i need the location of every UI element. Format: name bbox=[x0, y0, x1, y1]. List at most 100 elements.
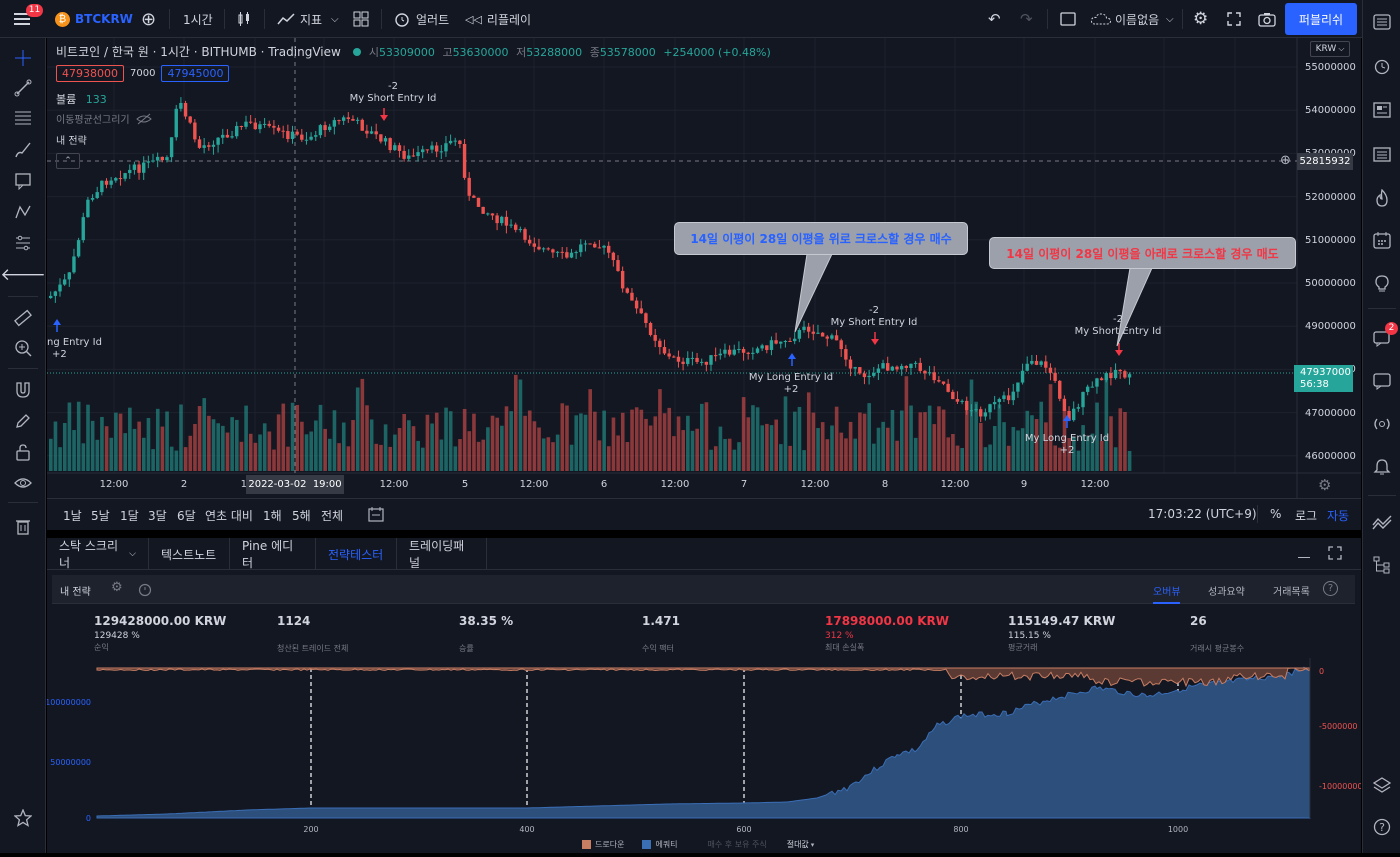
star-favorites-icon[interactable] bbox=[11, 806, 35, 830]
compare-add-icon[interactable]: ⊕ bbox=[141, 8, 157, 30]
settings-gear-icon[interactable]: ⚙ bbox=[1193, 9, 1209, 29]
notification-bell-icon[interactable] bbox=[1370, 455, 1394, 479]
drawdown-legend-label[interactable]: 드로다운 bbox=[595, 840, 625, 849]
news-icon[interactable] bbox=[1370, 98, 1394, 122]
trend-line-icon[interactable] bbox=[11, 76, 35, 100]
undo-icon[interactable]: ↶ bbox=[988, 10, 1001, 28]
alert-button[interactable]: 얼러트 bbox=[393, 0, 449, 38]
data-window-icon[interactable] bbox=[1370, 142, 1394, 166]
percent-scale-toggle[interactable]: % bbox=[1270, 507, 1282, 521]
back-arrow-icon[interactable]: 🡐 bbox=[0, 265, 46, 285]
zoom-in-icon[interactable] bbox=[11, 336, 35, 360]
expand-icon[interactable] bbox=[1227, 0, 1241, 38]
redo-icon[interactable]: ↷ bbox=[1020, 10, 1033, 28]
stat-value: 115149.47 KRW bbox=[1008, 614, 1116, 628]
candle-style-icon[interactable] bbox=[236, 0, 252, 38]
text-note-icon[interactable] bbox=[11, 169, 35, 193]
eye-icon[interactable] bbox=[11, 471, 35, 495]
trash-icon[interactable] bbox=[11, 514, 35, 538]
timeframe-button[interactable]: 5해 bbox=[292, 509, 311, 523]
public-chat-icon[interactable] bbox=[1370, 369, 1394, 393]
tab-stock-screener[interactable]: 스탁 스크리너 ⌵ bbox=[47, 538, 149, 570]
tab-strategy-tester[interactable]: 전략테스터 bbox=[316, 538, 397, 570]
minimize-icon[interactable] bbox=[1298, 546, 1310, 558]
tab-text-notes[interactable]: 텍스트노트 bbox=[149, 538, 230, 570]
volume-legend[interactable]: 볼륨 133 bbox=[56, 93, 107, 106]
chevron-down-icon[interactable]: ⌵ bbox=[331, 13, 339, 25]
camera-icon[interactable] bbox=[1258, 0, 1276, 38]
tab-pine-editor[interactable]: Pine 에디터 bbox=[230, 538, 316, 570]
tab-trade-list[interactable]: 거래목록 bbox=[1273, 587, 1310, 598]
buy-price-button[interactable]: 47945000 bbox=[161, 65, 230, 82]
maximize-icon[interactable] bbox=[1328, 546, 1342, 563]
candle bbox=[421, 145, 425, 159]
pattern-icon[interactable] bbox=[11, 200, 35, 224]
brush-icon[interactable] bbox=[11, 138, 35, 162]
log-scale-toggle[interactable]: 로그 bbox=[1295, 509, 1318, 523]
price-chart-pane[interactable]: 비트코인 / 한국 원 · 1시간 · BITHUMB · TradingVie… bbox=[47, 38, 1361, 498]
pencil-lock-icon[interactable] bbox=[11, 409, 35, 433]
timeframe-button[interactable]: 전체 bbox=[321, 509, 344, 523]
time-tick-label: 5 bbox=[461, 479, 469, 490]
add-alert-plus-icon[interactable]: ⊕ bbox=[1280, 153, 1291, 168]
equity-chart[interactable]: 100000000 50000000 0 0 -5000000 -10000000 200 4… bbox=[47, 658, 1361, 857]
watchlist-icon[interactable] bbox=[1370, 10, 1394, 34]
chevron-down-icon[interactable]: ⌵ bbox=[1166, 13, 1174, 25]
timeframe-button[interactable]: 1해 bbox=[263, 509, 282, 523]
strategy-settings-gear-icon[interactable]: ⚙ bbox=[111, 580, 123, 595]
symbol-search-button[interactable]: ₿ BTCKRW bbox=[55, 0, 133, 38]
collapse-legend-chevron-icon[interactable]: ⌃ bbox=[56, 153, 80, 169]
streams-icon[interactable] bbox=[1370, 412, 1394, 436]
absolute-value-dropdown[interactable]: 절대값 bbox=[786, 840, 809, 849]
tab-performance-summary[interactable]: 성과요약 bbox=[1208, 587, 1245, 598]
help-icon[interactable]: ? bbox=[1370, 815, 1394, 839]
object-tree-icon[interactable] bbox=[1370, 553, 1394, 577]
timeframe-button[interactable]: 1달 bbox=[120, 509, 139, 523]
currency-dropdown[interactable]: KRW ⌵ bbox=[1310, 41, 1350, 57]
tab-overview[interactable]: 오버뷰 bbox=[1153, 587, 1181, 598]
help-icon[interactable]: ? bbox=[1323, 581, 1338, 596]
ma-legend[interactable]: 이동평균선그리기 bbox=[56, 111, 152, 126]
indicators-button[interactable]: 지표 bbox=[277, 0, 322, 38]
candlestick-chart[interactable] bbox=[47, 38, 1361, 498]
strategy-legend[interactable]: 내 전략 bbox=[56, 136, 87, 147]
buy-hold-legend-label[interactable]: 매수 후 보유 주식 bbox=[707, 840, 767, 849]
sell-signal-callout[interactable]: 14일 이평이 28일 이평을 아래로 크로스할 경우 매도 bbox=[989, 237, 1296, 269]
publish-button[interactable]: 퍼블리쉬 bbox=[1285, 3, 1357, 35]
layout-grid-icon[interactable] bbox=[353, 0, 369, 38]
chat-icon[interactable] bbox=[1370, 326, 1394, 350]
ruler-icon[interactable] bbox=[11, 306, 35, 330]
fib-lines-icon[interactable] bbox=[11, 106, 35, 130]
lock-icon[interactable] bbox=[11, 440, 35, 464]
equity-legend-label[interactable]: 에쿼티 bbox=[655, 840, 678, 849]
strategy-alert-icon[interactable] bbox=[137, 581, 153, 600]
menu-icon[interactable] bbox=[12, 0, 32, 38]
date-range-calendar-icon[interactable] bbox=[368, 506, 384, 525]
hotlist-flame-icon[interactable] bbox=[1370, 186, 1394, 210]
auto-scale-toggle[interactable]: 자동 bbox=[1327, 509, 1350, 523]
chart-settings-gear-icon[interactable]: ⚙ bbox=[1318, 476, 1332, 494]
ideas-lightbulb-icon[interactable] bbox=[1370, 272, 1394, 296]
timeframe-button[interactable]: 1날 bbox=[63, 509, 82, 523]
sell-price-button[interactable]: 47938000 bbox=[56, 65, 124, 82]
timeframe-button[interactable]: 연초 대비 bbox=[205, 509, 253, 523]
fullscreen-rect-icon[interactable] bbox=[1060, 0, 1076, 38]
crosshair-icon[interactable] bbox=[11, 46, 35, 70]
hidden-eye-icon[interactable] bbox=[135, 113, 152, 125]
clock-timezone[interactable]: 17:03:22 (UTC+9) bbox=[1148, 507, 1257, 521]
layout-name-button[interactable]: 이름없음 bbox=[1090, 0, 1159, 38]
tab-trading-panel[interactable]: 트레이딩패널 bbox=[397, 538, 487, 570]
timeframe-button[interactable]: 3달 bbox=[148, 509, 167, 523]
timeframe-button[interactable]: 5날 bbox=[91, 509, 110, 523]
candle bbox=[737, 341, 741, 354]
forecast-icon[interactable] bbox=[11, 231, 35, 255]
calendar-icon[interactable] bbox=[1370, 228, 1394, 252]
timeframe-button[interactable]: 6달 bbox=[177, 509, 196, 523]
buy-signal-callout[interactable]: 14일 이평이 28일 이평을 위로 크로스할 경우 매수 bbox=[674, 222, 968, 255]
alarm-clock-icon[interactable] bbox=[1370, 54, 1394, 78]
magnet-icon[interactable] bbox=[11, 378, 35, 402]
replay-button[interactable]: ◁◁ 리플레이 bbox=[465, 0, 531, 38]
interval-button[interactable]: 1시간 bbox=[183, 12, 213, 27]
layers-icon[interactable] bbox=[1370, 773, 1394, 797]
trading-panel-icon[interactable] bbox=[1370, 510, 1394, 534]
